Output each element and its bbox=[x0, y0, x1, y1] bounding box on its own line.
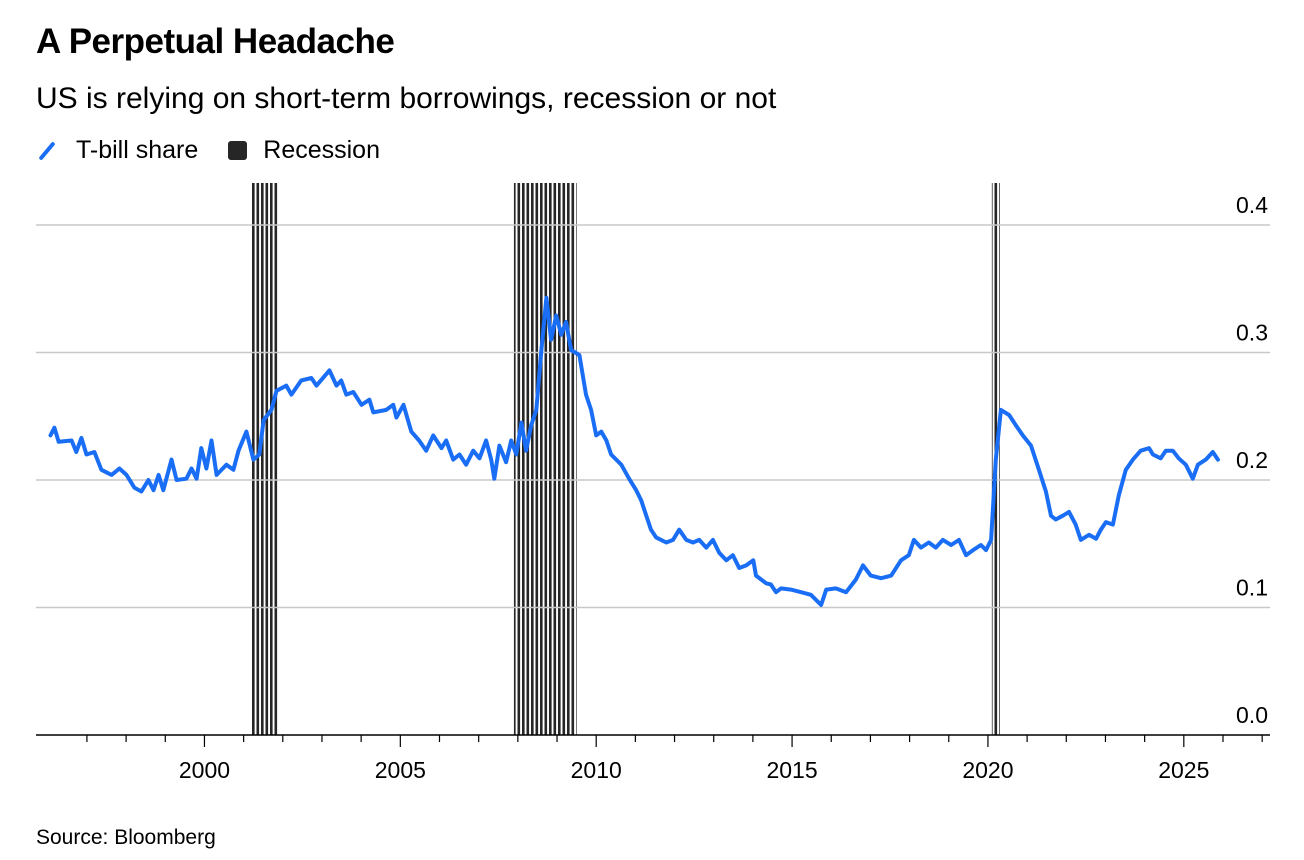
x-tick-label: 2025 bbox=[1158, 757, 1209, 783]
legend-series-label: T-bill share bbox=[76, 136, 199, 164]
x-tick-label: 2020 bbox=[962, 757, 1013, 783]
legend-recession-label: Recession bbox=[263, 136, 380, 164]
legend: T-bill share Recession bbox=[36, 136, 380, 165]
chart-subtitle: US is relying on short-term borrowings, … bbox=[36, 82, 777, 115]
chart-title: A Perpetual Headache bbox=[36, 22, 395, 61]
y-tick-label: 0.4 bbox=[1236, 192, 1268, 218]
x-tick-label: 2010 bbox=[571, 757, 622, 783]
y-tick-label: 0.0 bbox=[1236, 702, 1268, 728]
x-tick-label: 2015 bbox=[766, 757, 817, 783]
source-note: Source: Bloomberg bbox=[36, 826, 216, 849]
x-tick-label: 2000 bbox=[179, 757, 230, 783]
series-line-t-bill-share bbox=[48, 295, 1220, 607]
y-tick-label: 0.2 bbox=[1236, 447, 1268, 473]
recession-band bbox=[513, 183, 577, 735]
x-tick-label: 2005 bbox=[375, 757, 426, 783]
y-tick-label: 0.1 bbox=[1236, 575, 1268, 601]
y-tick-label: 0.3 bbox=[1236, 320, 1268, 346]
legend-recession-icon bbox=[228, 141, 248, 160]
